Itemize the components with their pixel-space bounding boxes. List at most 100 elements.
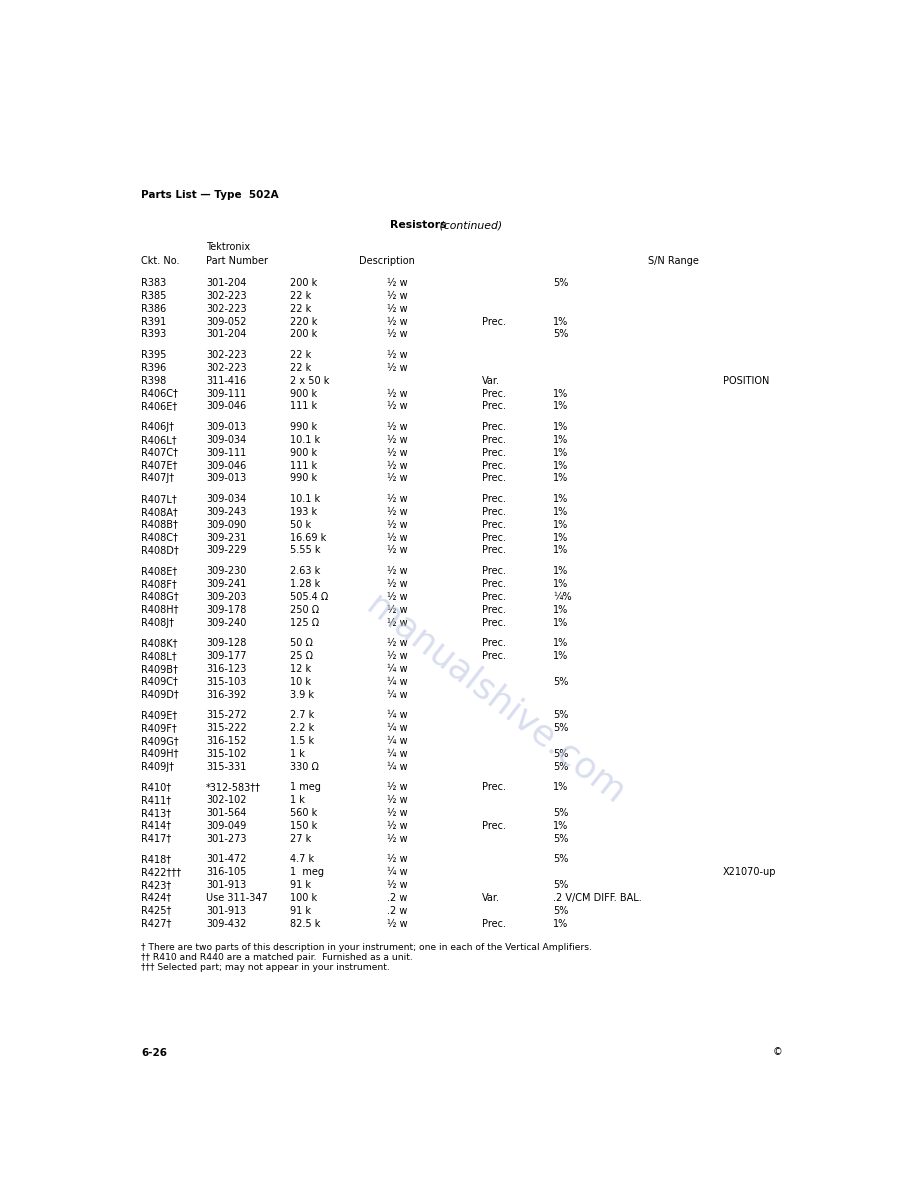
Text: 1%: 1%	[553, 493, 568, 504]
Text: R410†: R410†	[141, 782, 171, 792]
Text: 1%: 1%	[553, 316, 568, 326]
Text: R395: R395	[141, 350, 166, 360]
Text: 309-229: 309-229	[206, 545, 247, 556]
Text: R409D†: R409D†	[141, 689, 179, 699]
Text: 3.9 k: 3.9 k	[289, 689, 313, 699]
Text: 1 k: 1 k	[289, 748, 304, 759]
Text: ½ w: ½ w	[386, 638, 407, 648]
Text: 2.63 k: 2.63 k	[289, 565, 320, 576]
Text: R409F†: R409F†	[141, 723, 177, 733]
Text: R414†: R414†	[141, 820, 171, 830]
Text: Prec.: Prec.	[482, 506, 506, 517]
Text: R408F†: R408F†	[141, 579, 177, 588]
Text: R423†: R423†	[141, 879, 172, 890]
Text: ½ w: ½ w	[386, 520, 407, 529]
Text: 309-111: 309-111	[206, 448, 247, 457]
Text: ½ w: ½ w	[386, 651, 407, 660]
Text: POSITION: POSITION	[723, 375, 769, 386]
Text: 25 Ω: 25 Ω	[289, 651, 312, 660]
Text: 315-102: 315-102	[206, 748, 247, 759]
Text: R407L†: R407L†	[141, 493, 177, 504]
Text: S/N Range: S/N Range	[648, 255, 699, 266]
Text: R406E†: R406E†	[141, 402, 177, 411]
Text: R409J†: R409J†	[141, 761, 174, 771]
Text: † There are two parts of this description in your instrument; one in each of the: † There are two parts of this descriptio…	[141, 943, 592, 952]
Text: R417†: R417†	[141, 834, 172, 843]
Text: 5%: 5%	[553, 807, 568, 818]
Text: 1 k: 1 k	[289, 795, 304, 805]
Text: 10.1 k: 10.1 k	[289, 434, 320, 445]
Text: 2 x 50 k: 2 x 50 k	[289, 375, 329, 386]
Text: 1%: 1%	[553, 506, 568, 517]
Text: ¼ w: ¼ w	[386, 664, 407, 674]
Text: ††† Selected part; may not appear in your instrument.: ††† Selected part; may not appear in you…	[141, 962, 390, 972]
Text: ½ w: ½ w	[386, 617, 407, 628]
Text: 316-123: 316-123	[206, 664, 247, 674]
Text: ½ w: ½ w	[386, 533, 407, 543]
Text: 309-230: 309-230	[206, 565, 247, 576]
Text: 1%: 1%	[553, 565, 568, 576]
Text: 301-204: 301-204	[206, 278, 247, 288]
Text: 150 k: 150 k	[289, 820, 317, 830]
Text: ½ w: ½ w	[386, 303, 407, 314]
Text: 301-913: 301-913	[206, 879, 247, 890]
Text: R422†††: R422†††	[141, 867, 181, 877]
Text: 16.69 k: 16.69 k	[289, 533, 326, 543]
Text: R413†: R413†	[141, 807, 171, 818]
Text: ½ w: ½ w	[386, 474, 407, 484]
Text: Var.: Var.	[482, 893, 500, 902]
Text: R408A†: R408A†	[141, 506, 178, 517]
Text: 301-913: 301-913	[206, 906, 247, 915]
Text: Prec.: Prec.	[482, 820, 506, 830]
Text: 5%: 5%	[553, 676, 568, 687]
Text: ¼ w: ¼ w	[386, 761, 407, 771]
Text: Prec.: Prec.	[482, 493, 506, 504]
Text: 5%: 5%	[553, 723, 568, 733]
Text: .2 w: .2 w	[386, 906, 407, 915]
Text: R385: R385	[141, 291, 166, 301]
Text: ¼ w: ¼ w	[386, 710, 407, 719]
Text: ½ w: ½ w	[386, 795, 407, 805]
Text: 10.1 k: 10.1 k	[289, 493, 320, 504]
Text: 309-178: 309-178	[206, 605, 247, 615]
Text: R408G†: R408G†	[141, 592, 179, 602]
Text: Prec.: Prec.	[482, 782, 506, 792]
Text: Resistors: Resistors	[390, 220, 446, 230]
Text: 1%: 1%	[553, 474, 568, 484]
Text: 82.5 k: 82.5 k	[289, 919, 320, 929]
Text: 111 k: 111 k	[289, 461, 317, 470]
Text: 1%: 1%	[553, 545, 568, 556]
Text: R396: R396	[141, 362, 166, 373]
Text: 309-034: 309-034	[206, 434, 247, 445]
Text: 309-013: 309-013	[206, 422, 247, 432]
Text: 1.5 k: 1.5 k	[289, 736, 314, 746]
Text: Prec.: Prec.	[482, 389, 506, 398]
Text: 309-128: 309-128	[206, 638, 247, 648]
Text: 309-111: 309-111	[206, 389, 247, 398]
Text: 5%: 5%	[553, 761, 568, 771]
Text: Prec.: Prec.	[482, 520, 506, 529]
Text: 5%: 5%	[553, 906, 568, 915]
Text: R418†: R418†	[141, 854, 171, 864]
Text: 220 k: 220 k	[289, 316, 317, 326]
Text: 193 k: 193 k	[289, 506, 317, 517]
Text: 301-472: 301-472	[206, 854, 247, 864]
Text: Prec.: Prec.	[482, 461, 506, 470]
Text: 5%: 5%	[553, 748, 568, 759]
Text: 22 k: 22 k	[289, 362, 310, 373]
Text: 1  meg: 1 meg	[289, 867, 323, 877]
Text: 309-231: 309-231	[206, 533, 247, 543]
Text: R383: R383	[141, 278, 166, 288]
Text: Description: Description	[359, 255, 415, 266]
Text: R425†: R425†	[141, 906, 172, 915]
Text: 200 k: 200 k	[289, 278, 317, 288]
Text: 309-432: 309-432	[206, 919, 247, 929]
Text: R409B†: R409B†	[141, 664, 178, 674]
Text: 900 k: 900 k	[289, 389, 317, 398]
Text: ½ w: ½ w	[386, 402, 407, 411]
Text: 5%: 5%	[553, 879, 568, 890]
Text: 2.7 k: 2.7 k	[289, 710, 314, 719]
Text: 309-177: 309-177	[206, 651, 247, 660]
Text: 315-331: 315-331	[206, 761, 247, 771]
Text: 1%: 1%	[553, 448, 568, 457]
